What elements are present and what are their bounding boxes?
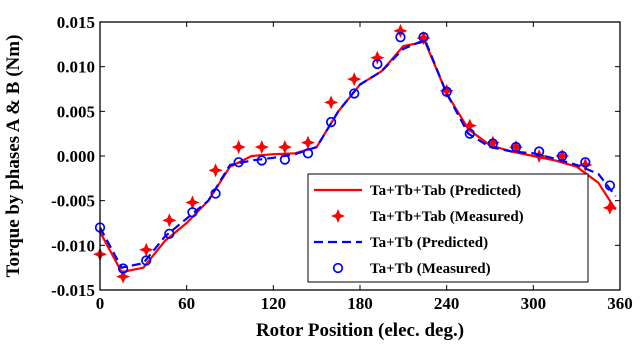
legend-label: Ta+Tb (Predicted): [370, 235, 488, 251]
data-point: [462, 118, 477, 133]
data-point: [418, 32, 429, 43]
data-point: [347, 72, 362, 87]
data-point: [117, 263, 129, 274]
data-point: [508, 140, 524, 155]
legend: Ta+Tb+Tab (Predicted) Ta+Tb+Tab (Measured…: [307, 173, 589, 283]
legend-box: [307, 173, 589, 283]
legend-item: Ta+Tb+Tab (Measured): [330, 208, 524, 225]
data-point: [370, 50, 385, 65]
data-point: [416, 31, 431, 46]
data-point: [533, 146, 545, 157]
data-point: [602, 200, 617, 215]
data-point: [349, 88, 360, 99]
legend-label: Ta+Tb (Measured): [370, 261, 491, 277]
data-point: [185, 195, 200, 210]
legend-items: Ta+Tb+Tab (Predicted) Ta+Tb+Tab (Measured…: [314, 183, 524, 277]
data-point: [325, 116, 337, 128]
data-point: [116, 269, 131, 284]
data-point: [372, 58, 383, 70]
x-tick-label: 300: [521, 294, 547, 313]
y-tick-label: -0.015: [51, 281, 95, 300]
x-tick-label: 240: [434, 294, 460, 313]
data-point: [164, 228, 175, 239]
data-point: [139, 242, 154, 257]
data-point: [302, 148, 314, 159]
series-layer: [92, 23, 617, 284]
data-point: [578, 157, 593, 172]
data-point: [395, 32, 406, 43]
y-tick-label: 0.005: [57, 102, 95, 121]
y-axis-label: Torque by phases A & B (Nm): [3, 35, 24, 278]
data-point: [393, 23, 408, 38]
data-point: [441, 86, 452, 97]
x-tick-label: 120: [261, 294, 287, 313]
data-point: [277, 140, 292, 155]
series-3: [94, 32, 616, 274]
x-tick-label: 0: [96, 294, 105, 313]
legend-item: Ta+Tb (Predicted): [314, 235, 488, 251]
legend-item: Ta+Tb (Measured): [332, 261, 491, 277]
data-point: [557, 150, 568, 162]
data-point: [555, 148, 570, 164]
y-tick-label: -0.010: [51, 236, 95, 255]
x-tick-label: 180: [347, 294, 373, 313]
y-tick-label: 0.000: [57, 147, 95, 166]
data-point: [233, 157, 244, 168]
x-tick-label: 60: [178, 294, 195, 313]
data-point: [231, 140, 246, 155]
data-point: [162, 213, 177, 228]
data-point: [256, 155, 267, 166]
legend-swatch: [332, 262, 344, 274]
legend-item: Ta+Tb+Tab (Predicted): [314, 183, 521, 199]
legend-label: Ta+Tb+Tab (Predicted): [370, 183, 521, 199]
data-point: [187, 207, 198, 218]
x-axis-label: Rotor Position (elec. deg.): [256, 320, 464, 341]
data-point: [324, 95, 339, 110]
ticks-layer: 0 60 120 180 240 300 360 -0.015 -0.010 -0.005 0.00…: [51, 13, 633, 313]
legend-label: Ta+Tb+Tab (Measured): [370, 209, 524, 225]
y-tick-label: -0.005: [51, 192, 95, 211]
data-point: [464, 128, 475, 139]
data-point: [580, 157, 591, 168]
y-tick-label: 0.015: [57, 13, 95, 32]
data-point: [487, 138, 499, 149]
x-tick-label: 360: [607, 294, 633, 313]
data-point: [254, 140, 269, 155]
series-line: [99, 38, 617, 269]
data-point: [279, 154, 291, 165]
y-tick-label: 0.010: [57, 58, 95, 77]
data-point: [141, 255, 152, 266]
data-point: [208, 163, 223, 178]
legend-swatch: [330, 208, 346, 224]
series-2: [99, 38, 617, 269]
data-point: [210, 188, 221, 199]
data-point: [604, 180, 616, 191]
data-point: [300, 135, 316, 150]
data-point: [510, 141, 522, 153]
